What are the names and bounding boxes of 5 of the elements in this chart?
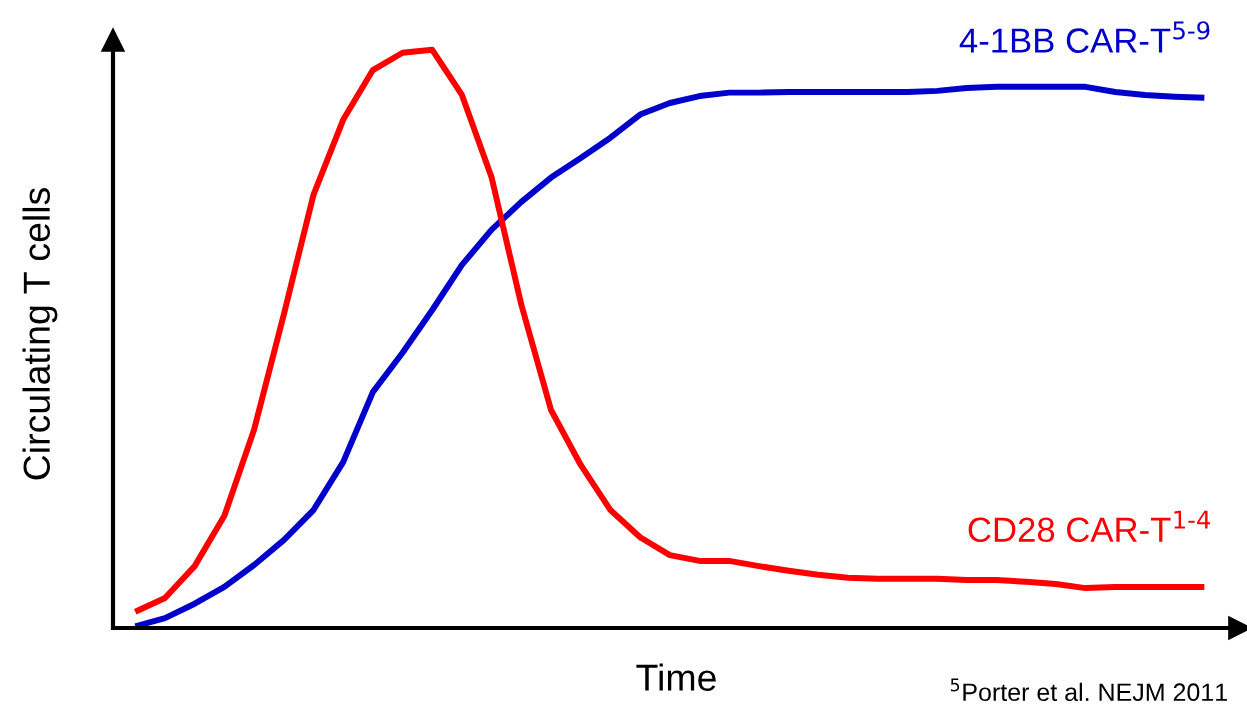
y-axis-title: Circulating T cells xyxy=(22,188,58,480)
series-label: CD28 CAR-T$^{1-4}$ xyxy=(968,510,1211,543)
series-label: 4-1BB CAR-T$^{5-9}$ xyxy=(959,21,1210,53)
x-axis-title: Time xyxy=(636,663,716,691)
text: $^{5}$Porter et al. NEJM 2011 xyxy=(950,678,1227,702)
